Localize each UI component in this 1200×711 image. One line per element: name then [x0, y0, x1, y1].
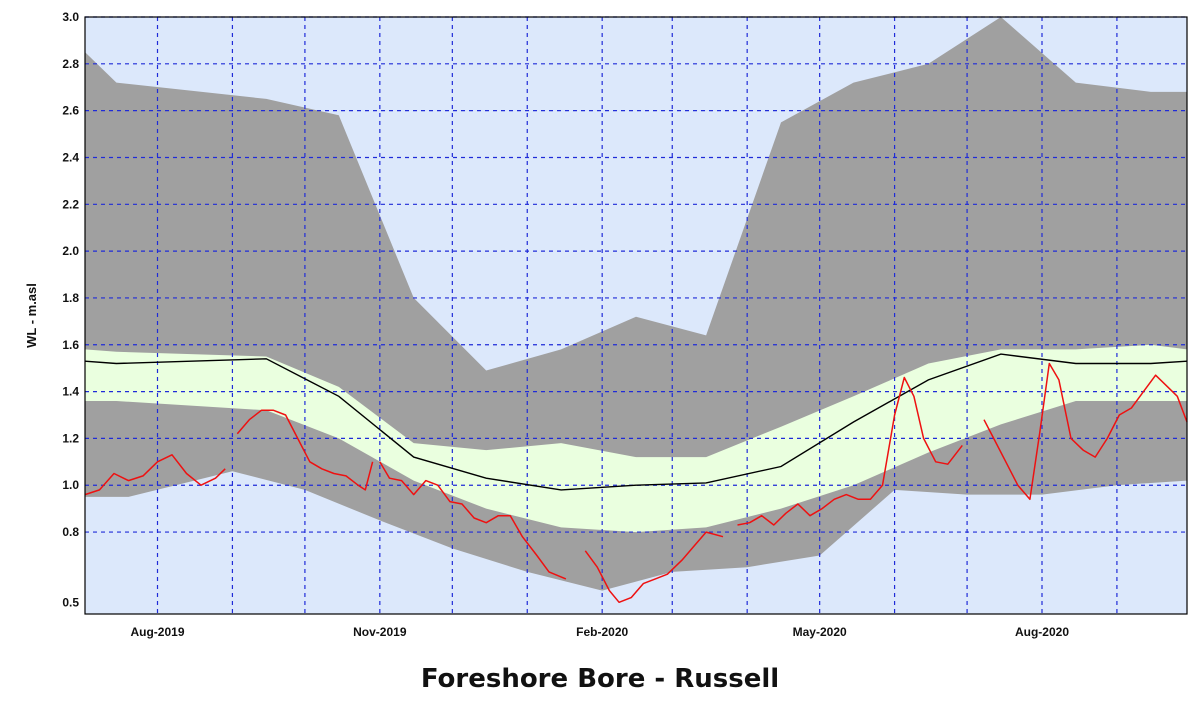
chart: 0.50.81.01.21.41.61.82.02.22.42.62.83.0 …: [24, 10, 1188, 639]
y-tick-label: 0.8: [62, 525, 79, 539]
x-tick-label: Nov-2019: [353, 625, 407, 639]
median-line: [84, 353, 1188, 491]
plot-border: [84, 16, 1188, 615]
observed-segment: [737, 376, 963, 526]
observed-segment: [236, 409, 374, 491]
y-tick-label: 1.0: [62, 478, 79, 492]
y-tick-label: 2.6: [62, 104, 79, 118]
y-tick-label: 3.0: [62, 10, 79, 24]
x-tick-label: Aug-2020: [1015, 625, 1069, 639]
observed-group: [84, 362, 1188, 604]
median-group: [84, 353, 1188, 491]
x-tick-label: May-2020: [793, 625, 847, 639]
y-tick-label: 1.8: [62, 291, 79, 305]
y-tick-label: 1.4: [62, 385, 79, 399]
y-tick-label: 2.2: [62, 197, 79, 211]
y-tick-label: 1.2: [62, 431, 79, 445]
chart-title: Foreshore Bore - Russell: [420, 664, 780, 694]
x-tick-label: Aug-2019: [130, 625, 184, 639]
y-tick-label: 2.8: [62, 57, 79, 71]
grid: [85, 16, 1187, 614]
y-tick-label: 0.5: [62, 595, 79, 609]
y-axis-label: WL - m.asl: [24, 283, 39, 348]
observed-segment: [584, 531, 724, 604]
y-axis-ticks: 0.5 0.8 1.0 1.2 1.4 1.6 1.8 2.0 2.2 2.4 2.6 2.8 3.0: [62, 10, 79, 609]
observed-segment: [379, 461, 567, 580]
x-tick-label: Feb-2020: [576, 625, 628, 639]
x-axis-ticks: Aug-2019 Nov-2019 Feb-2020 May-2020 Aug-2020: [130, 625, 1069, 639]
y-tick-label: 1.6: [62, 338, 79, 352]
y-tick-label: 2.4: [62, 150, 79, 164]
observed-segment: [84, 454, 226, 496]
observed-segment: [983, 362, 1188, 501]
y-tick-label: 2.0: [62, 244, 79, 258]
